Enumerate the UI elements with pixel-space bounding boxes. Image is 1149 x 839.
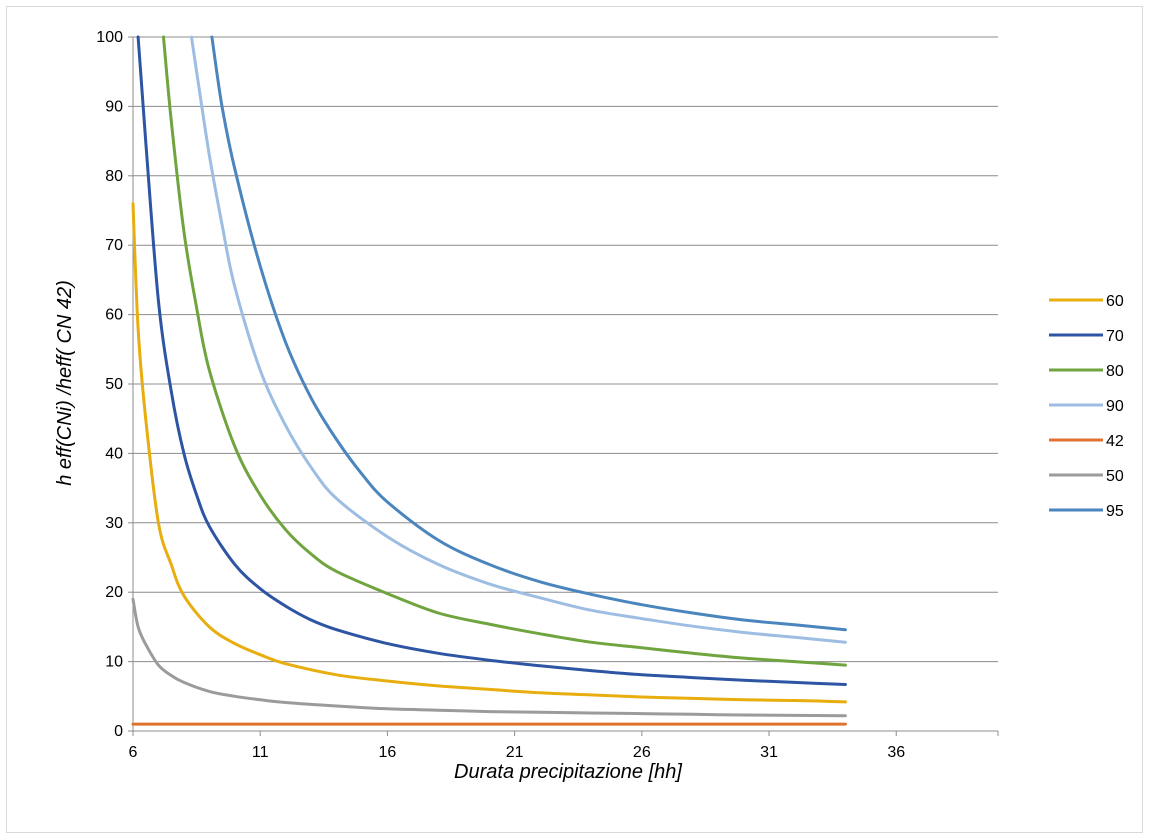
x-tick-label: 31 xyxy=(760,744,778,761)
x-axis-title: Durata precipitazione [hh] xyxy=(454,761,682,783)
x-tick-label: 16 xyxy=(379,744,397,761)
y-tick-label: 100 xyxy=(96,29,123,46)
legend-label-42: 42 xyxy=(1106,433,1124,450)
legend-label-95: 95 xyxy=(1106,503,1124,520)
series-line-50 xyxy=(131,597,847,718)
legend-label-70: 70 xyxy=(1106,328,1124,345)
x-tick-label: 21 xyxy=(506,744,524,761)
legend-label-60: 60 xyxy=(1106,293,1124,310)
y-tick-label: 90 xyxy=(105,98,123,115)
axes xyxy=(128,36,999,736)
x-tick-label: 26 xyxy=(633,744,651,761)
y-tick-label: 10 xyxy=(105,654,123,671)
x-tick-labels: 6 11 16 21 26 31 36 xyxy=(129,744,906,761)
y-tick-label: 70 xyxy=(105,237,123,254)
gridlines xyxy=(133,36,998,663)
y-tick-label: 80 xyxy=(105,168,123,185)
legend-label-50: 50 xyxy=(1106,468,1124,485)
y-tick-label: 60 xyxy=(105,307,123,324)
series-lines xyxy=(131,35,847,726)
x-tick-label: 36 xyxy=(887,744,905,761)
legend-label-80: 80 xyxy=(1106,363,1124,380)
series-line-70 xyxy=(136,35,847,686)
series-line-95 xyxy=(210,35,847,632)
series-line-80 xyxy=(162,35,847,667)
y-tick-label: 40 xyxy=(105,445,123,462)
x-tick-label: 6 xyxy=(129,744,138,761)
series-line-90 xyxy=(190,35,847,644)
y-tick-labels: 0 10 20 30 40 50 60 70 80 90 100 xyxy=(96,29,123,740)
y-tick-label: 20 xyxy=(105,584,123,601)
x-tick-label: 11 xyxy=(252,744,269,761)
series-line-60 xyxy=(131,202,847,704)
y-axis-title: h eff(CNi) /heff( CN 42) xyxy=(54,280,76,486)
legend: 60 70 80 90 42 50 95 xyxy=(1049,293,1124,520)
y-tick-label: 50 xyxy=(105,376,123,393)
legend-label-90: 90 xyxy=(1106,398,1124,415)
y-tick-label: 30 xyxy=(105,515,123,532)
y-tick-label: 0 xyxy=(114,723,123,740)
